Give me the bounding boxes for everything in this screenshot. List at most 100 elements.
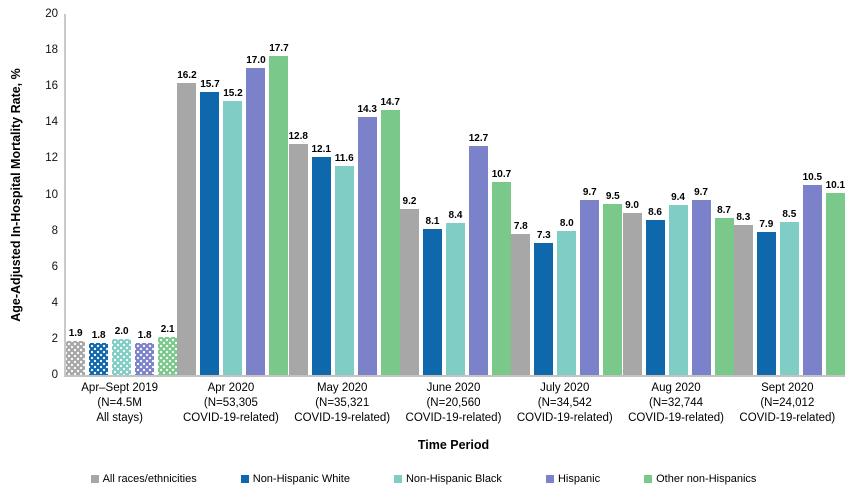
legend: All races/ethnicities Non-Hispanic White N… bbox=[0, 473, 847, 485]
bar-value-label: 9.0 bbox=[625, 199, 639, 211]
bar-value-label: 17.0 bbox=[246, 55, 266, 67]
bar-slot: 1.8 bbox=[135, 14, 155, 375]
bar-value-label: 1.8 bbox=[91, 329, 106, 341]
bar-value-label: 9.7 bbox=[582, 186, 597, 198]
x-category-label: July 2020 (N=34,542 COVID-19-related) bbox=[516, 382, 613, 424]
bar-value-label: 15.2 bbox=[223, 87, 243, 99]
bar-group: 9.0 8.6 9.4 9.7 8.7 bbox=[622, 14, 734, 375]
bar-value-label: 12.7 bbox=[468, 132, 489, 144]
x-category-label: Sept 2020 (N=24,012 COVID-19-related) bbox=[739, 382, 836, 424]
bar bbox=[557, 230, 577, 375]
y-tick-label: 4 bbox=[51, 296, 58, 309]
bar-slot: 10.7 bbox=[492, 14, 511, 375]
bar-slot: 7.8 bbox=[511, 14, 531, 375]
bar-value-label: 8.1 bbox=[425, 215, 440, 227]
bar bbox=[311, 156, 331, 375]
bar-slot: 8.7 bbox=[714, 14, 734, 375]
bar-value-label: 10.7 bbox=[491, 168, 512, 180]
bar bbox=[580, 199, 600, 375]
bar-value-label: 1.8 bbox=[137, 329, 152, 341]
bar-value-label: 1.9 bbox=[68, 327, 83, 339]
bar bbox=[334, 165, 354, 375]
bar bbox=[246, 68, 266, 375]
bar bbox=[534, 243, 554, 375]
bar-group: 12.8 12.1 11.6 14.3 14.7 bbox=[288, 14, 400, 375]
bar-value-label: 10.1 bbox=[825, 179, 846, 191]
bar bbox=[66, 340, 86, 375]
y-tick-label: 12 bbox=[45, 152, 58, 165]
y-tick-label: 10 bbox=[45, 188, 58, 201]
bar-value-label: 9.4 bbox=[671, 192, 685, 204]
bar-slot: 7.9 bbox=[756, 14, 776, 375]
legend-item: Other non-Hispanics bbox=[644, 473, 756, 485]
bar bbox=[177, 82, 197, 375]
bar-slot: 15.2 bbox=[223, 14, 243, 375]
bar-group: 1.9 1.8 2.0 1.8 2.1 bbox=[66, 14, 178, 375]
bar-value-label: 15.7 bbox=[200, 78, 220, 90]
legend-item: Hispanic bbox=[545, 473, 601, 485]
bar-value-label: 2.0 bbox=[114, 325, 129, 337]
bar bbox=[622, 212, 642, 375]
bar-value-label: 7.3 bbox=[536, 230, 551, 242]
bar bbox=[112, 338, 132, 375]
y-tick-label: 18 bbox=[45, 44, 58, 57]
x-category-label: Aug 2020 (N=32,744 COVID-19-related) bbox=[628, 382, 724, 424]
x-axis-title: Time Period bbox=[417, 438, 490, 452]
bar-slot: 12.7 bbox=[469, 14, 488, 375]
x-category-label: June 2020 (N=20,560 COVID-19-related) bbox=[405, 382, 502, 424]
bar bbox=[779, 221, 799, 375]
bar-slot: 2.1 bbox=[158, 14, 178, 375]
x-axis-labels: Apr–Sept 2019 (N=4.5M All stays) Apr 2020… bbox=[64, 381, 843, 426]
legend-swatch bbox=[545, 475, 554, 483]
bar-value-label: 7.8 bbox=[513, 221, 528, 233]
bar-value-label: 17.7 bbox=[269, 42, 289, 54]
bar-slot: 2.0 bbox=[112, 14, 132, 375]
bar-value-label: 9.5 bbox=[605, 190, 620, 202]
bar-slot: 9.7 bbox=[691, 14, 711, 375]
bar-slot: 17.0 bbox=[246, 14, 266, 375]
bar bbox=[645, 219, 665, 375]
legend-swatch bbox=[644, 475, 653, 483]
bar bbox=[468, 145, 488, 375]
legend-item: Non-Hispanic Black bbox=[393, 473, 502, 485]
y-tick-label: 20 bbox=[45, 8, 58, 20]
bar-slot: 9.5 bbox=[603, 14, 623, 375]
bar-value-label: 9.7 bbox=[694, 186, 708, 198]
x-category-label: Apr–Sept 2019 (N=4.5M All stays) bbox=[81, 382, 158, 424]
bar-group: 7.8 7.3 8.0 9.7 9.5 bbox=[511, 14, 623, 375]
bar bbox=[825, 192, 845, 375]
bar-slot: 8.3 bbox=[733, 14, 753, 375]
bar-slot: 7.3 bbox=[534, 14, 554, 375]
bar bbox=[223, 100, 243, 375]
bar bbox=[445, 223, 465, 375]
bar-group: 16.2 15.7 15.2 17.0 17.7 bbox=[177, 14, 289, 375]
bar bbox=[603, 203, 623, 375]
y-tick-label: 16 bbox=[45, 80, 58, 93]
bar bbox=[756, 232, 776, 375]
bar-value-label: 9.2 bbox=[402, 195, 417, 207]
bar-group: 9.2 8.1 8.4 12.7 10.7 bbox=[399, 14, 511, 375]
bar bbox=[200, 91, 220, 375]
legend-swatch bbox=[90, 475, 99, 483]
bar-value-label: 8.5 bbox=[782, 208, 797, 220]
bar-value-label: 8.6 bbox=[648, 206, 662, 218]
bar bbox=[714, 217, 734, 375]
bar-slot: 12.8 bbox=[288, 14, 308, 375]
legend-label: All races/ethnicities bbox=[102, 473, 197, 485]
bar-slot: 1.9 bbox=[66, 14, 86, 375]
bar-slot: 9.4 bbox=[668, 14, 688, 375]
x-category-label: May 2020 (N=35,321 COVID-19-related) bbox=[294, 382, 391, 424]
bar-value-label: 8.3 bbox=[736, 212, 751, 224]
legend-label: Non-Hispanic White bbox=[252, 473, 350, 485]
bar-slot: 8.4 bbox=[445, 14, 465, 375]
bar-slot: 10.1 bbox=[826, 14, 845, 375]
bar-slot: 8.1 bbox=[422, 14, 442, 375]
bar bbox=[288, 143, 308, 375]
legend-swatch bbox=[393, 475, 402, 483]
bar-slot: 9.0 bbox=[622, 14, 642, 375]
legend-swatch bbox=[240, 475, 249, 483]
bar-value-label: 2.1 bbox=[160, 324, 175, 336]
bar-slot: 11.6 bbox=[334, 14, 354, 375]
legend-label: Hispanic bbox=[557, 473, 601, 485]
